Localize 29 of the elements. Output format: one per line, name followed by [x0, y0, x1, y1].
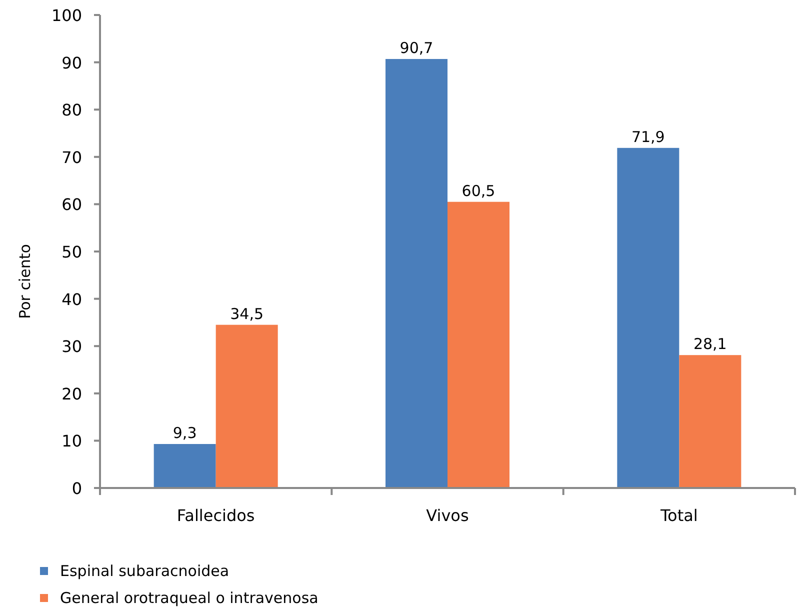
bar	[154, 444, 216, 488]
bar	[216, 324, 278, 488]
data-label: 71,9	[631, 128, 665, 146]
y-tick-label: 10	[62, 432, 82, 451]
y-tick-label: 30	[62, 337, 82, 356]
y-tick-label: 80	[62, 100, 82, 120]
y-tick-label: 40	[62, 290, 82, 309]
x-tick-label: Total	[659, 506, 698, 525]
y-tick-label: 60	[62, 195, 82, 214]
x-tick-label: Fallecidos	[176, 506, 255, 525]
y-tick-label: 90	[62, 53, 82, 72]
bar	[448, 202, 510, 488]
y-tick-label: 0	[72, 479, 82, 498]
x-tick-label: Vivos	[426, 506, 469, 525]
data-label: 34,5	[230, 304, 264, 323]
bar	[617, 148, 680, 488]
data-label: 9,3	[172, 424, 197, 442]
legend-label: Espinal subaracnoidea	[60, 562, 230, 580]
y-tick-label: 70	[62, 148, 82, 167]
data-label: 90,7	[400, 38, 434, 57]
legend-label: General orotraqueal o intravenosa	[60, 589, 318, 607]
bar	[386, 58, 448, 488]
bar	[679, 355, 742, 488]
y-tick-label: 20	[62, 384, 82, 404]
y-tick-label: 100	[51, 6, 82, 25]
y-tick-label: 50	[62, 242, 82, 262]
y-axis-title: Por ciento	[16, 244, 34, 319]
data-label: 60,5	[462, 182, 496, 200]
data-label: 28,1	[693, 335, 727, 354]
